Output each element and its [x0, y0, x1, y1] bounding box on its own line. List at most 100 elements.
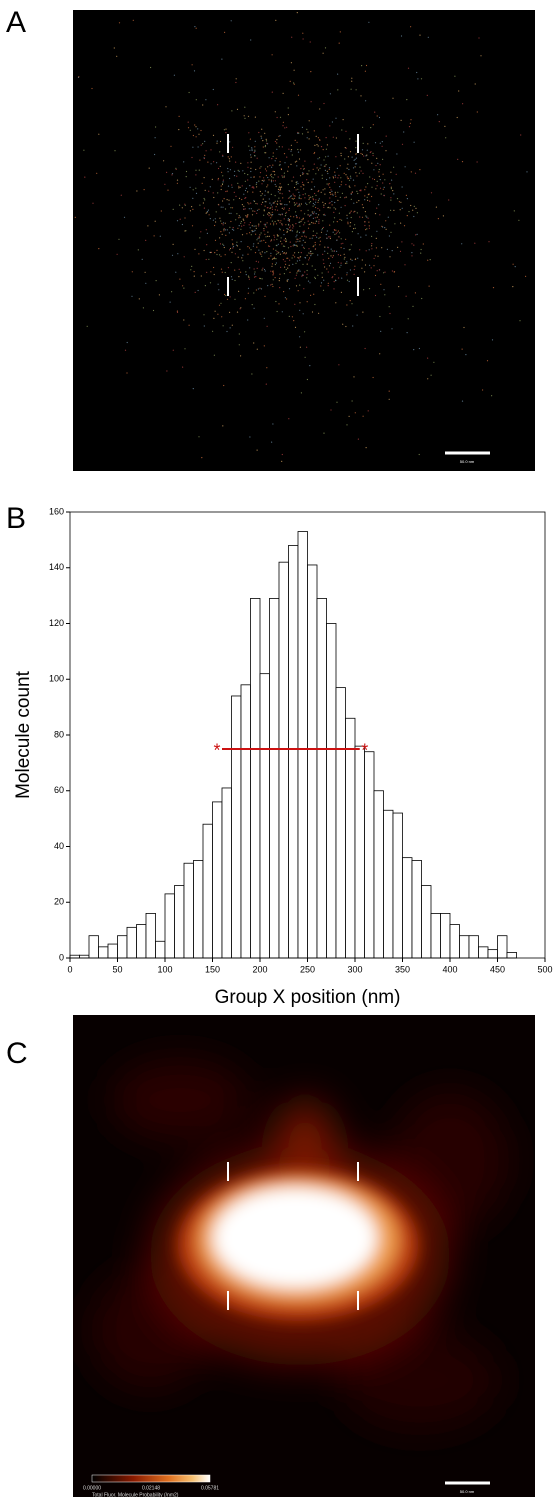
dot [295, 211, 297, 213]
x-tick-label: 50 [112, 964, 122, 974]
dot [231, 184, 233, 186]
dot [251, 225, 253, 227]
dot [314, 234, 316, 237]
dot [256, 246, 258, 248]
dot [236, 108, 239, 110]
dot [192, 134, 194, 137]
dot [145, 239, 147, 241]
dot [296, 260, 298, 262]
dot [223, 246, 225, 249]
dot [364, 264, 367, 266]
dot [220, 268, 223, 270]
panel-label: C [6, 1037, 28, 1070]
dot [367, 199, 369, 201]
dot [274, 263, 276, 266]
x-tick-label: 200 [252, 964, 267, 974]
dot [263, 223, 265, 225]
dot [393, 193, 395, 195]
dot [276, 142, 278, 144]
dot [290, 163, 292, 165]
dot [219, 217, 221, 219]
dot [310, 253, 312, 255]
dot [193, 70, 196, 72]
dot [189, 186, 191, 188]
dot [280, 203, 282, 205]
dot [261, 251, 263, 253]
dot [250, 234, 252, 236]
dot [315, 173, 317, 175]
dot [285, 240, 287, 243]
dot [288, 418, 290, 420]
dot [323, 206, 325, 208]
bar [497, 935, 508, 959]
dot [199, 204, 201, 206]
dot [307, 181, 309, 184]
dot [317, 137, 319, 139]
dot [214, 252, 216, 254]
dot [286, 204, 288, 206]
dot [126, 372, 128, 374]
dot [279, 273, 281, 275]
dot [410, 171, 412, 173]
dot [344, 158, 346, 160]
dot [360, 170, 362, 172]
dot [228, 158, 230, 160]
dot [315, 135, 317, 137]
dot [253, 292, 255, 294]
dot [364, 347, 366, 350]
dot [272, 248, 274, 250]
dot [290, 215, 292, 217]
dot [287, 247, 290, 249]
dot [189, 210, 191, 212]
dot [480, 55, 482, 57]
dot [240, 220, 242, 223]
dot [365, 186, 367, 188]
dot [374, 255, 376, 257]
dot [385, 150, 387, 152]
dot [386, 248, 388, 250]
bar [69, 954, 80, 959]
dot [381, 225, 383, 227]
dot [409, 122, 411, 124]
dot [327, 252, 329, 254]
dot [253, 307, 255, 309]
dot [263, 177, 265, 179]
dot [210, 251, 212, 254]
dot [398, 201, 400, 203]
dot [247, 115, 250, 117]
dot [437, 218, 439, 220]
dot [247, 275, 250, 277]
dot [276, 209, 279, 211]
dot [400, 35, 403, 37]
dot [306, 277, 308, 279]
dot [400, 201, 402, 203]
dot [286, 280, 288, 282]
dot [369, 264, 371, 266]
dot [241, 225, 243, 227]
dot [261, 193, 263, 195]
dot [264, 152, 266, 154]
dot [238, 290, 240, 292]
dot [265, 138, 267, 140]
dot [369, 200, 371, 202]
colorbar-label: 0.00000 [83, 1485, 101, 1491]
dot [277, 176, 279, 178]
dot [347, 156, 349, 158]
dot [295, 241, 297, 243]
dot [350, 210, 352, 212]
dot [356, 201, 358, 203]
dot [271, 258, 274, 260]
dot [229, 247, 232, 250]
dot [265, 152, 267, 154]
dot [225, 132, 227, 134]
dot [344, 197, 346, 199]
dot [312, 252, 314, 255]
dot [324, 250, 326, 252]
dot [268, 215, 270, 217]
dot [274, 258, 276, 260]
annotation: * [361, 741, 368, 761]
dot [281, 224, 283, 226]
dot [210, 149, 212, 151]
dot [273, 256, 275, 258]
dot [328, 265, 331, 267]
